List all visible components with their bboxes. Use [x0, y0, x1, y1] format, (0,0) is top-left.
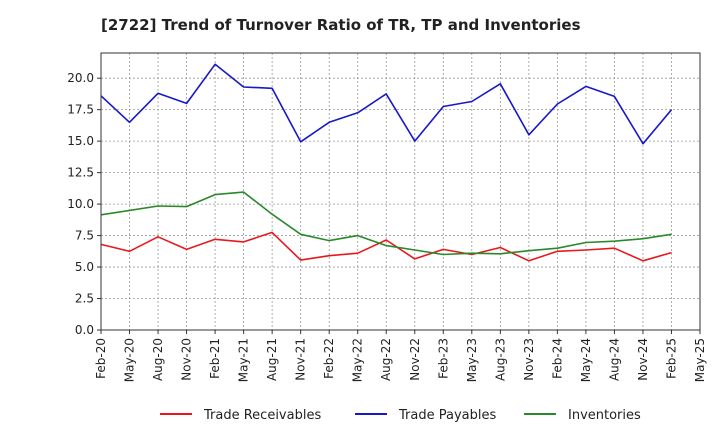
- x-tick-label: Aug-22: [379, 338, 393, 381]
- y-tick-label: 12.5: [67, 166, 94, 180]
- x-tick-label: Aug-23: [493, 338, 507, 381]
- y-tick-label: 2.5: [75, 292, 94, 306]
- x-tick-label: May-20: [123, 338, 137, 382]
- x-tick-label: Nov-20: [180, 338, 194, 381]
- y-tick-label: 15.0: [67, 134, 94, 148]
- x-tick-label: May-24: [579, 338, 593, 382]
- x-axis-ticks: Feb-20 May-20 Aug-20 Nov-20 Feb-21 May-21 Aug-…: [94, 330, 707, 382]
- x-tick-label: Nov-22: [408, 338, 422, 381]
- y-tick-label: 20.0: [67, 71, 94, 85]
- x-tick-label: May-25: [693, 338, 707, 382]
- y-axis-ticks: 0.0 2.5 5.0 7.5 10.0 12.5 15.0 17.5 20.0: [67, 71, 101, 337]
- y-tick-label: 7.5: [75, 229, 94, 243]
- y-tick-label: 10.0: [67, 197, 94, 211]
- series-line-inventories: [100, 191, 672, 256]
- legend-label: Inventories: [568, 408, 641, 423]
- plot-frame: [100, 52, 701, 331]
- x-tick-label: Aug-20: [151, 338, 165, 381]
- y-tick-label: 17.5: [67, 103, 94, 117]
- series-line-trade-receivables: [100, 231, 672, 262]
- legend-label: Trade Payables: [398, 408, 496, 423]
- x-tick-label: May-21: [237, 338, 251, 382]
- x-tick-label: Feb-22: [322, 338, 336, 379]
- legend: Trade Receivables Trade Payables Inventori…: [160, 408, 641, 423]
- x-tick-label: May-23: [465, 338, 479, 382]
- y-tick-label: 5.0: [75, 260, 94, 274]
- x-tick-label: Feb-24: [550, 338, 564, 379]
- x-tick-label: Aug-21: [265, 338, 279, 381]
- x-tick-label: Aug-24: [607, 338, 621, 381]
- chart-title: [2722] Trend of Turnover Ratio of TR, TP…: [101, 16, 581, 34]
- y-tick-label: 0.0: [75, 323, 94, 337]
- x-tick-label: Nov-21: [294, 338, 308, 381]
- x-tick-label: Feb-25: [664, 338, 678, 379]
- x-tick-label: Nov-23: [522, 338, 536, 381]
- x-tick-label: Feb-21: [208, 338, 222, 379]
- x-tick-label: Nov-24: [636, 338, 650, 381]
- series-line-trade-payables: [100, 63, 673, 145]
- legend-label: Trade Receivables: [203, 408, 321, 423]
- x-tick-label: Feb-23: [436, 338, 450, 379]
- x-tick-label: Feb-20: [94, 338, 108, 379]
- x-tick-label: May-22: [351, 338, 365, 382]
- series-lines: [100, 63, 673, 262]
